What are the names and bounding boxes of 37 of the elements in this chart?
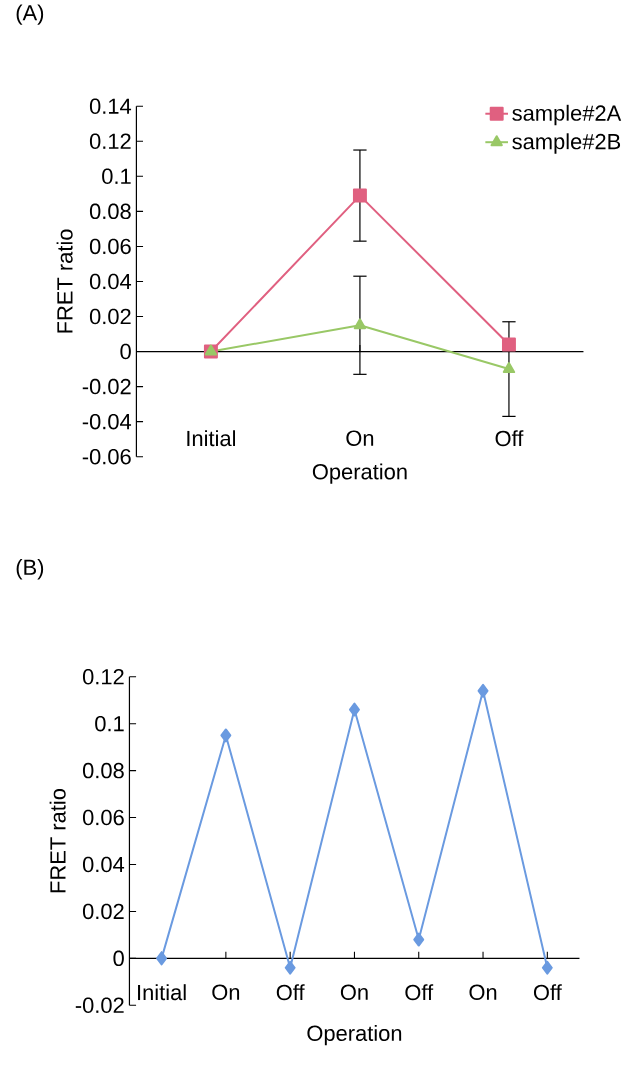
x-tick-label: On (212, 984, 239, 1000)
y-tick-label: 0.06 (89, 238, 131, 255)
x-axis-title: Operation (312, 463, 407, 484)
y-axis-title: FRET ratio (49, 789, 66, 893)
x-tick-label: Initial (187, 430, 235, 447)
legend-label: sample#2B (512, 133, 620, 154)
x-tick-label: Off (495, 430, 524, 447)
y-tick-label: 0.08 (89, 203, 131, 220)
y-tick-label: 0.08 (82, 762, 124, 779)
x-tick-label: Off (533, 984, 562, 1001)
y-tick-label: 0.12 (82, 668, 124, 685)
y-tick-label: 0.04 (89, 273, 131, 290)
y-tick-label: -0.02 (75, 997, 124, 1014)
chart-title: (A) (16, 4, 43, 25)
y-tick-label: 0.14 (89, 98, 131, 114)
x-tick-label: Initial (137, 984, 186, 1001)
x-tick-label: Off (405, 984, 434, 1001)
y-tick-label: 0.12 (89, 133, 131, 150)
y-tick-label: 0 (113, 950, 124, 967)
y-tick-label: 0.06 (82, 809, 124, 826)
x-tick-label: On (346, 430, 374, 446)
y-axis-title: FRET ratio (56, 229, 73, 333)
y-tick-label: -0.06 (82, 448, 131, 465)
x-axis-title: Operation (307, 1024, 402, 1046)
y-tick-label: -0.02 (82, 378, 131, 395)
y-tick-label: 0.04 (82, 856, 124, 873)
y-tick-label: 0 (120, 343, 131, 360)
y-tick-label: 0.02 (82, 903, 124, 920)
x-tick-label: On (340, 984, 368, 1000)
x-tick-label: Off (276, 984, 305, 1001)
legend-label: sample#2A (512, 104, 622, 126)
y-tick-label: 0.1 (102, 168, 131, 185)
y-tick-label: 0.1 (95, 715, 124, 732)
y-tick-label: 0.02 (89, 308, 131, 325)
chart-title: (B) (16, 559, 43, 580)
y-tick-label: -0.04 (82, 413, 131, 430)
x-tick-label: On (469, 984, 497, 1000)
